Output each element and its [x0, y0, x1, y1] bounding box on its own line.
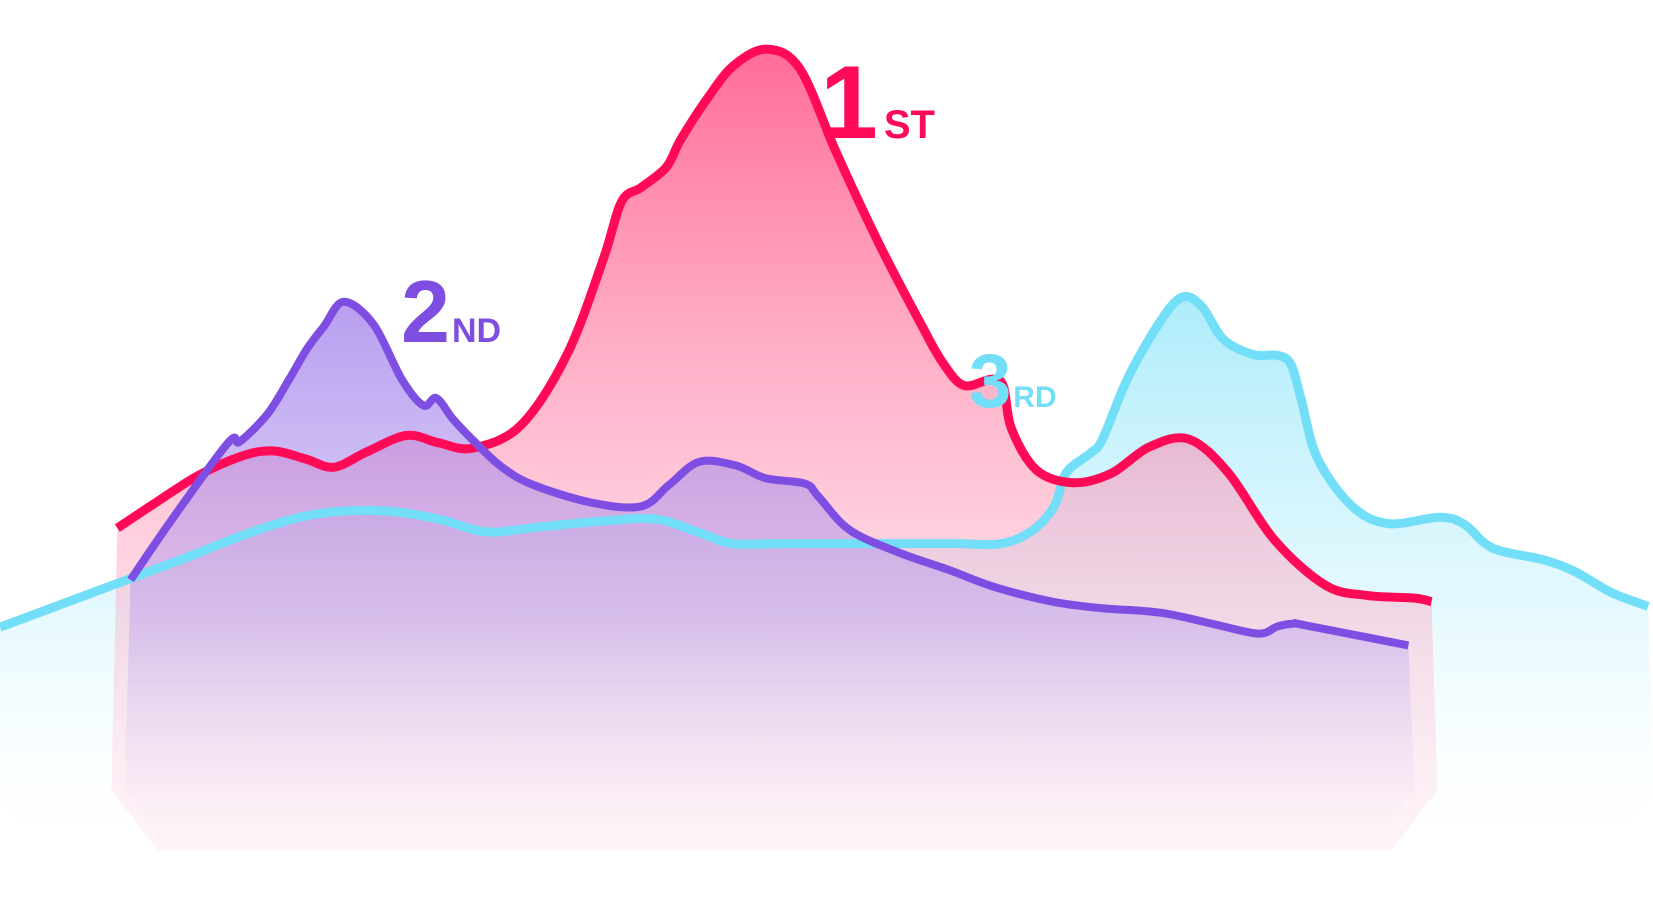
third-place-label: 3RD — [969, 339, 1057, 424]
rank-labels: 1 ST 2ND 3RD — [401, 45, 1057, 424]
second-place-line — [127, 297, 1410, 650]
second-place-suffix: ND — [452, 312, 501, 350]
second-place-area — [124, 301, 1415, 851]
first-place-line — [114, 44, 1433, 607]
first-place-label: 1 ST — [820, 45, 935, 161]
second-place-label: 2ND — [401, 262, 501, 361]
third-place-line — [0, 291, 1650, 632]
series-lines — [0, 44, 1650, 650]
area-fills — [0, 49, 1653, 851]
first-place-suffix: ST — [884, 103, 935, 147]
third-place-suffix: RD — [1013, 381, 1056, 414]
